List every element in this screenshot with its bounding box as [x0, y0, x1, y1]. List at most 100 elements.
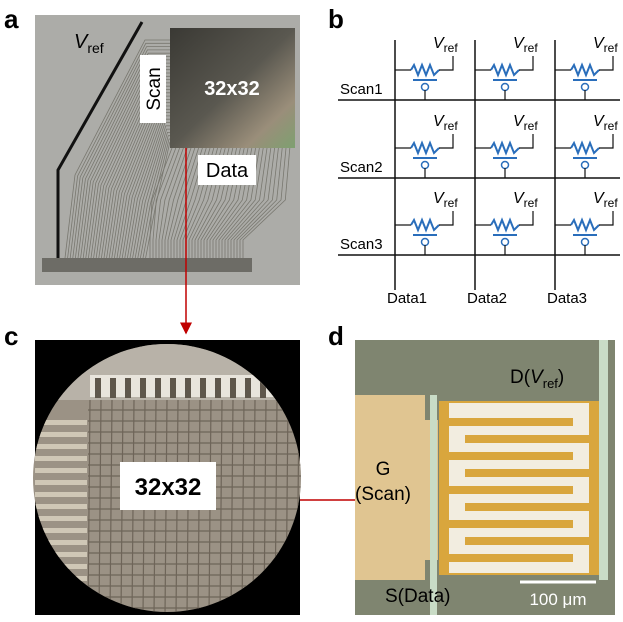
- gate-terminal: [582, 84, 589, 91]
- vref-label: Vref: [593, 35, 618, 55]
- resistor: [491, 220, 519, 230]
- pixel-cell: Vref: [475, 113, 538, 178]
- scale-bar-label: 100 μm: [529, 590, 586, 609]
- scan-label: Scan1: [340, 81, 383, 98]
- vref-label: Vref: [433, 190, 458, 210]
- vref-subscript: ref: [524, 119, 539, 133]
- vref-label: Vref: [433, 113, 458, 133]
- pixel-cell: Vref: [395, 190, 458, 255]
- wire: [439, 56, 453, 70]
- panel-a: Vref Scan 32x32 Data a: [4, 4, 300, 333]
- panel-label: a: [4, 4, 19, 34]
- gate-terminal: [422, 239, 429, 246]
- lead: [185, 378, 191, 398]
- panel-label: c: [4, 321, 18, 351]
- lead: [140, 378, 146, 398]
- lead: [35, 480, 87, 485]
- data-label: Data1: [387, 290, 427, 307]
- panel-d: D(Vref) G (Scan) S(Data) 100 μm d: [328, 321, 615, 615]
- gate-label: G: [376, 459, 391, 480]
- lead: [245, 378, 251, 398]
- lead: [35, 444, 87, 449]
- gate-terminal: [582, 239, 589, 246]
- wire: [439, 211, 453, 225]
- vref-label: Vref: [593, 113, 618, 133]
- vref-label: Vref: [513, 113, 538, 133]
- vref-subscript: ref: [444, 119, 459, 133]
- pixel-cell: Vref: [475, 190, 538, 255]
- wire: [599, 211, 613, 225]
- connector: [42, 258, 252, 272]
- pixel-cell: Vref: [555, 190, 618, 255]
- lead: [35, 468, 87, 473]
- wire: [599, 56, 613, 70]
- electrode-finger: [465, 537, 597, 545]
- gate-label: (Scan): [355, 484, 411, 505]
- panel-c: 32x32 c: [4, 321, 390, 620]
- wire: [439, 134, 453, 148]
- pixel-cell: Vref: [395, 113, 458, 178]
- vref-label: Vref: [593, 190, 618, 210]
- drain-line: [599, 340, 608, 580]
- gate-terminal: [502, 84, 509, 91]
- vref-subscript: ref: [444, 196, 459, 210]
- gate-terminal: [582, 162, 589, 169]
- resistor: [411, 143, 439, 153]
- array-label: 32x32: [135, 474, 202, 501]
- lead: [110, 378, 116, 398]
- electrode-finger: [465, 503, 597, 511]
- vref-subscript: ref: [604, 41, 619, 55]
- gate-terminal: [422, 84, 429, 91]
- resistor: [491, 65, 519, 75]
- pixel-cell: Vref: [395, 35, 458, 100]
- gate-terminal: [502, 239, 509, 246]
- resistor: [571, 220, 599, 230]
- lead: [230, 378, 236, 398]
- lead: [35, 492, 87, 497]
- vref-label: Vref: [513, 35, 538, 55]
- resistor: [411, 220, 439, 230]
- panel-label: b: [328, 4, 344, 34]
- data-label: Data3: [547, 290, 587, 307]
- panel-b: b Scan1Scan2Scan3Data1Data2Data3VrefVref…: [328, 4, 620, 307]
- lead: [125, 378, 131, 398]
- lead: [95, 378, 101, 398]
- vref-subscript: ref: [524, 196, 539, 210]
- electrode-finger: [441, 554, 573, 562]
- wire: [599, 134, 613, 148]
- source-line: [430, 395, 437, 615]
- lead: [35, 432, 87, 437]
- lead: [35, 456, 87, 461]
- panel-label: d: [328, 321, 344, 351]
- drain-suffix: ): [558, 367, 564, 388]
- scan-label: Scan2: [340, 159, 383, 176]
- vref-subscript: ref: [444, 41, 459, 55]
- lead: [170, 378, 176, 398]
- lead: [200, 378, 206, 398]
- data-label: Data: [206, 160, 249, 182]
- pixel-cell: Vref: [475, 35, 538, 100]
- scan-label: Scan: [144, 67, 165, 110]
- gate-terminal: [422, 162, 429, 169]
- electrode-finger: [441, 418, 573, 426]
- vref-subscript: ref: [604, 119, 619, 133]
- lead: [35, 504, 87, 509]
- data-label: Data2: [467, 290, 507, 307]
- wire: [519, 134, 533, 148]
- resistor: [411, 65, 439, 75]
- vref-subscript: ref: [604, 196, 619, 210]
- electrode-spine: [589, 403, 597, 573]
- vref-label: Vref: [433, 35, 458, 55]
- lead: [35, 516, 87, 521]
- lead: [155, 378, 161, 398]
- vref-subscript: ref: [87, 40, 103, 56]
- resistor: [571, 65, 599, 75]
- wire: [519, 56, 533, 70]
- source-label: S(Data): [385, 586, 450, 607]
- resistor: [571, 143, 599, 153]
- wire: [519, 211, 533, 225]
- electrode-finger: [441, 520, 573, 528]
- pixel-cell: Vref: [555, 113, 618, 178]
- figure: Vref Scan 32x32 Data a b Scan1 Scan2 Scan 3…: [0, 0, 623, 622]
- drain-prefix: D(: [510, 367, 531, 388]
